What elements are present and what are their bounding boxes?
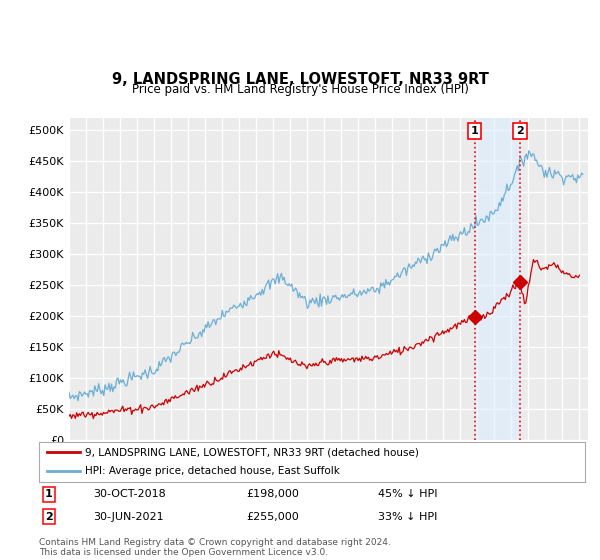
Text: 30-JUN-2021: 30-JUN-2021 — [94, 512, 164, 522]
Text: Contains HM Land Registry data © Crown copyright and database right 2024.
This d: Contains HM Land Registry data © Crown c… — [39, 538, 391, 557]
Text: £198,000: £198,000 — [247, 489, 299, 500]
Bar — [475, 118, 520, 440]
Text: 2: 2 — [45, 512, 53, 522]
Text: 1: 1 — [45, 489, 53, 500]
Text: Price paid vs. HM Land Registry's House Price Index (HPI): Price paid vs. HM Land Registry's House … — [131, 83, 469, 96]
Text: 1: 1 — [470, 126, 478, 136]
Text: 30-OCT-2018: 30-OCT-2018 — [94, 489, 166, 500]
Text: 9, LANDSPRING LANE, LOWESTOFT, NR33 9RT: 9, LANDSPRING LANE, LOWESTOFT, NR33 9RT — [112, 72, 488, 87]
Text: 45% ↓ HPI: 45% ↓ HPI — [377, 489, 437, 500]
Text: 9, LANDSPRING LANE, LOWESTOFT, NR33 9RT (detached house): 9, LANDSPRING LANE, LOWESTOFT, NR33 9RT … — [85, 447, 419, 457]
Text: £255,000: £255,000 — [247, 512, 299, 522]
Text: 2: 2 — [516, 126, 524, 136]
Text: HPI: Average price, detached house, East Suffolk: HPI: Average price, detached house, East… — [85, 465, 340, 475]
Text: 33% ↓ HPI: 33% ↓ HPI — [377, 512, 437, 522]
